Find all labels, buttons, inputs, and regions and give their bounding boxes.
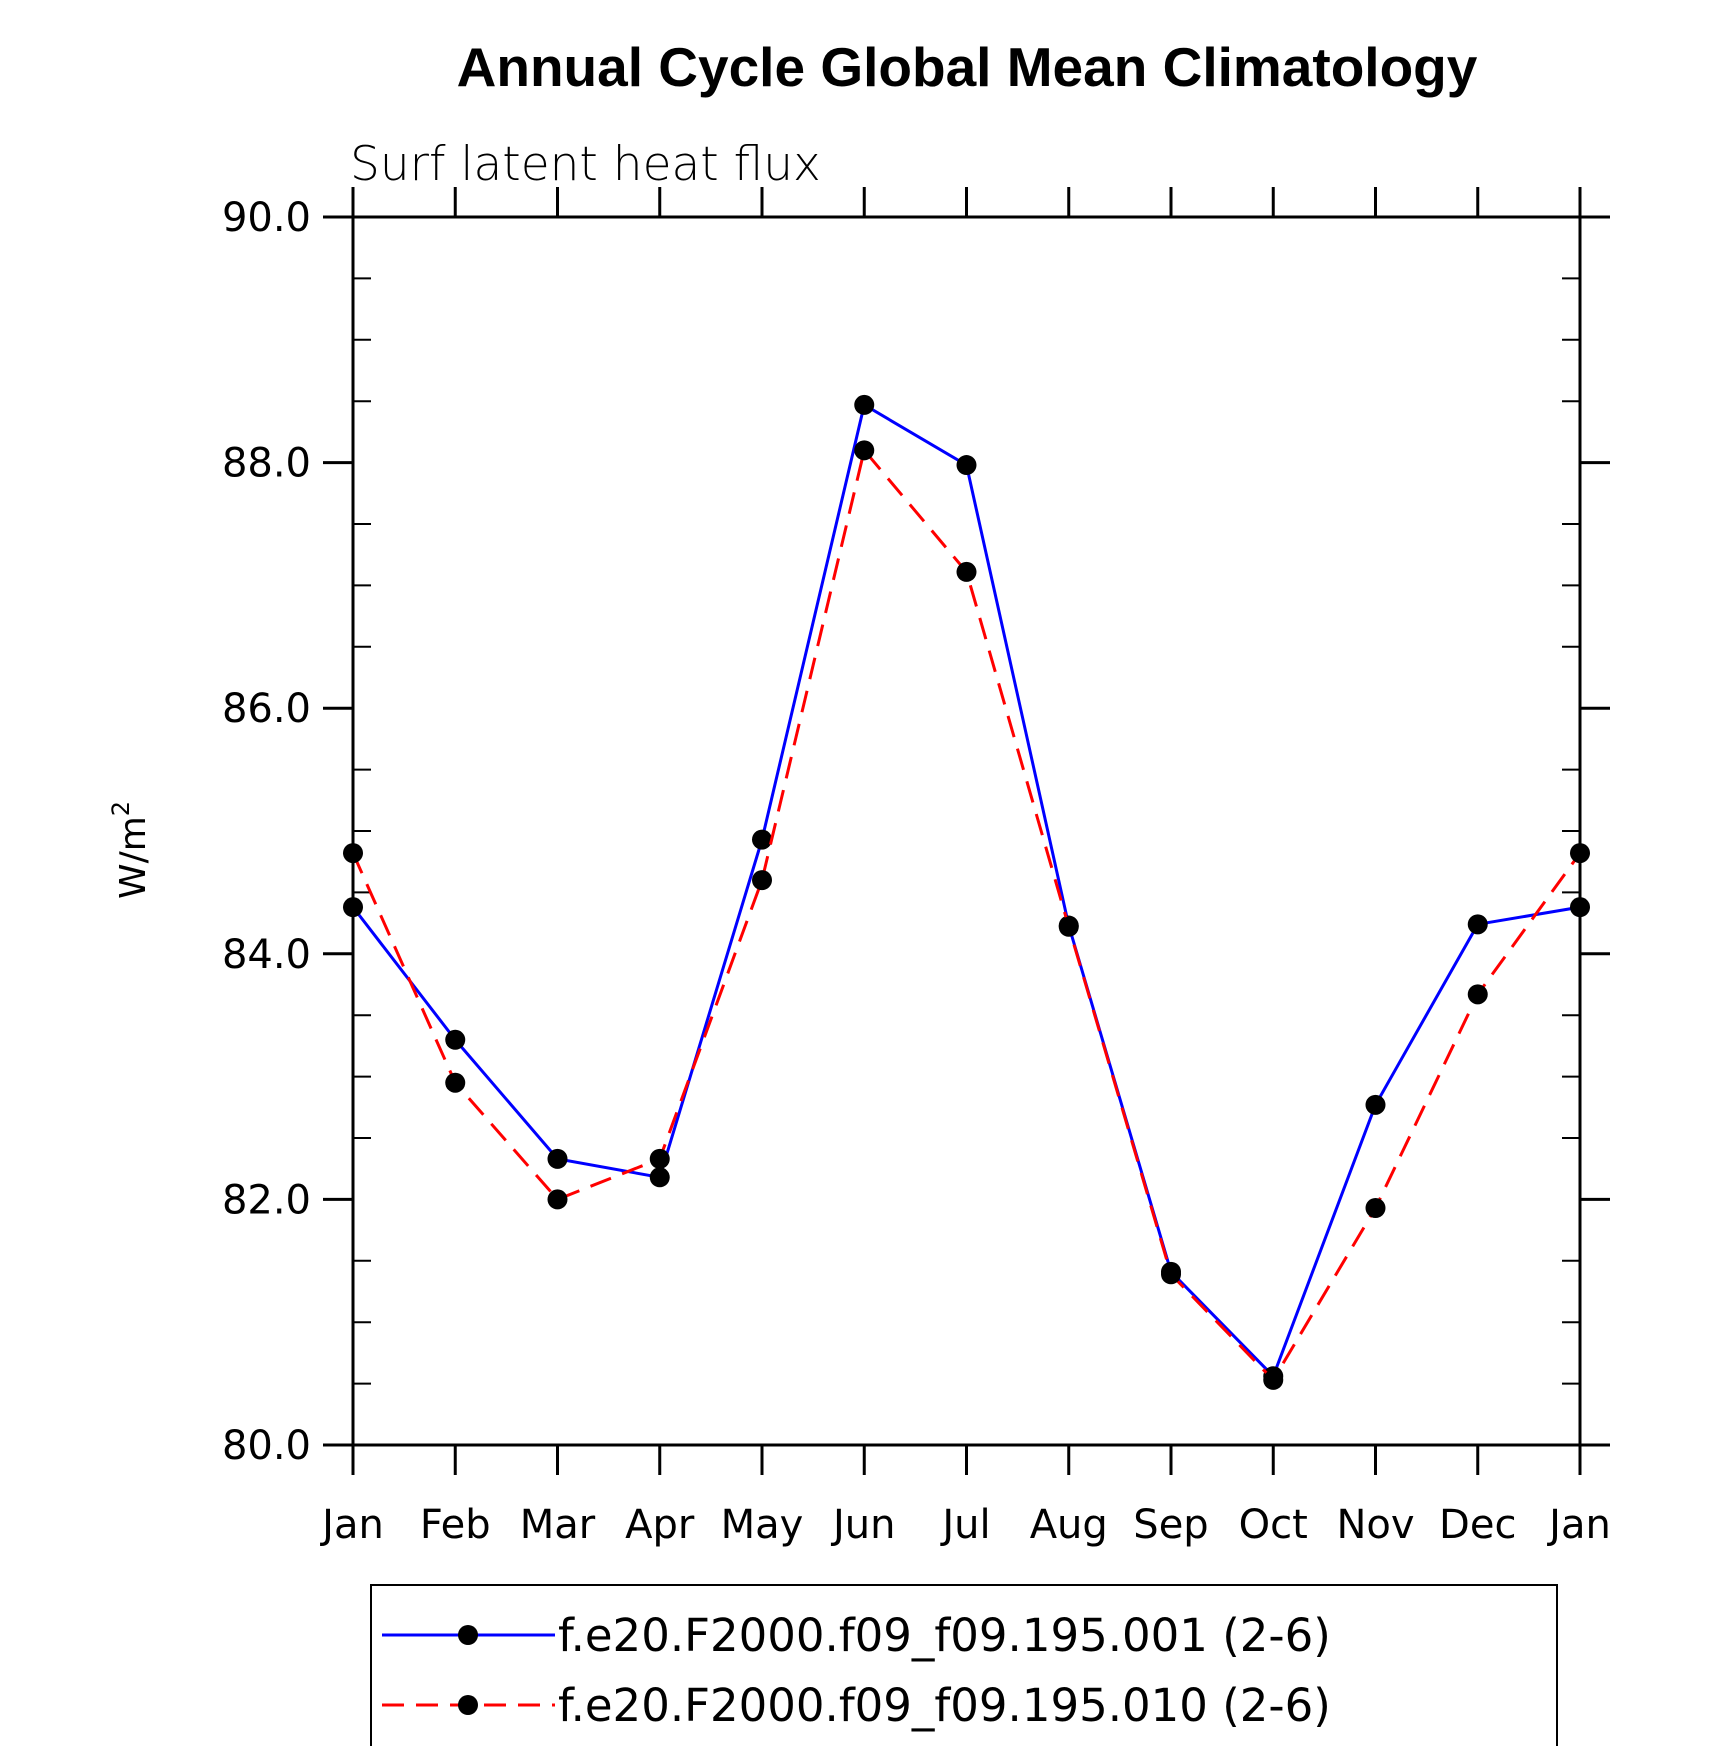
x-tick-label: Sep [1133,1502,1208,1548]
legend-item-2: f.e20.F2000.f09_f09.195.010 (2-6) [382,1679,1331,1732]
legend-item-1: f.e20.F2000.f09_f09.195.001 (2-6) [382,1609,1331,1662]
series-layer [343,394,1590,1390]
y-axis-label-text: W/m [113,816,154,899]
data-point [1263,1369,1284,1390]
data-point [1365,1197,1386,1218]
data-point [1058,916,1079,937]
data-point [752,870,772,891]
legend-marker [458,1625,478,1645]
data-point [854,440,875,461]
y-tick-label: 84.0 [222,932,311,978]
svg-text:W/m2: W/m2 [107,801,154,899]
y-tick-label: 90.0 [222,195,311,241]
data-point [343,843,363,864]
data-point [343,897,363,918]
data-point [445,1072,466,1093]
x-tick-label: Jan [1546,1502,1611,1548]
data-point [649,1148,670,1169]
y-tick-label: 80.0 [222,1423,311,1469]
x-tick-label: Feb [420,1502,491,1548]
plot-frame [351,215,1582,1447]
data-point [547,1148,568,1169]
data-point [1365,1094,1386,1115]
legend-marker [458,1695,478,1715]
data-point [1467,914,1488,935]
x-tick-label: Jul [939,1502,990,1548]
y-tick-labels: 80.0 82.0 84.0 86.0 88.0 90.0 [222,195,311,1469]
data-point [649,1167,670,1188]
x-tick-label: Nov [1336,1502,1414,1548]
axis-ticks [323,187,1610,1475]
data-point [1467,984,1488,1005]
series-1 [343,394,1590,1387]
data-point [547,1189,568,1210]
data-point [1570,897,1590,918]
y-tick-label: 88.0 [222,441,311,487]
y-tick-label: 86.0 [222,686,311,732]
x-tick-label: Jun [830,1502,896,1548]
legend-items: f.e20.F2000.f09_f09.195.001 (2-6) f.e20.F… [382,1609,1331,1732]
data-point [445,1029,466,1050]
chart-subtitle: Surf latent heat flux [350,137,821,192]
series-line [351,447,1582,1383]
x-tick-labels: Jan Feb Mar Apr May Jun Jul Aug Sep Oct Nov Dec Jan [319,1502,1611,1548]
x-tick-label: Apr [625,1502,695,1548]
x-tick-label: Aug [1030,1502,1108,1548]
series-2 [343,440,1590,1390]
x-tick-label: May [721,1502,804,1548]
data-point [956,561,977,582]
x-tick-label: Dec [1439,1502,1516,1548]
data-point [752,829,772,850]
y-axis-label-superscript: 2 [107,801,135,816]
legend-label: f.e20.F2000.f09_f09.195.001 (2-6) [558,1609,1331,1662]
data-point [956,455,977,476]
data-point [1161,1264,1181,1285]
x-tick-label: Mar [520,1502,596,1548]
x-tick-label: Jan [319,1502,384,1548]
data-point [1570,843,1590,864]
legend: f.e20.F2000.f09_f09.195.001 (2-6) f.e20.F… [370,1584,1558,1746]
y-axis-label: W/m2 [107,801,154,899]
series-line [351,402,1581,1379]
legend-label: f.e20.F2000.f09_f09.195.010 (2-6) [558,1679,1331,1732]
y-tick-label: 82.0 [222,1177,311,1223]
chart-title: Annual Cycle Global Mean Climatology [457,36,1478,98]
legend-box [370,1584,1558,1746]
data-point [854,394,875,415]
x-tick-label: Oct [1239,1502,1308,1548]
